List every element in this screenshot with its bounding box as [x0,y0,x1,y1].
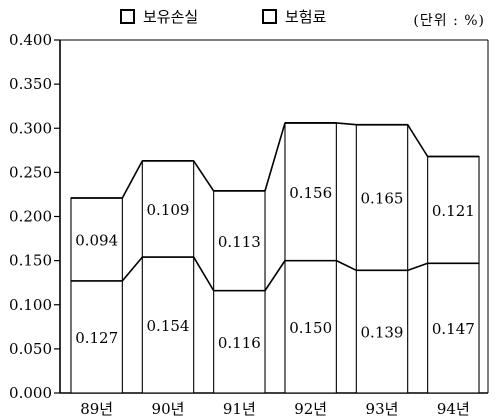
y-tick-label: 0.100 [9,296,52,314]
bar-premium [355,269,409,394]
bar-premium [284,260,337,394]
legend-item-premium: 보험료 [262,6,326,27]
data-label-loss: 0.156 [289,184,332,202]
x-tick-label: 89년 [80,400,113,418]
bar-loss [284,122,337,262]
unit-label: (단위 : %) [413,13,485,29]
y-tick-label: 0.250 [9,163,52,181]
data-label-premium: 0.127 [75,329,118,347]
connector-premium [335,259,357,272]
legend-label-loss: 보유손실 [143,8,199,26]
data-label-loss: 0.109 [147,201,190,219]
data-label-premium: 0.154 [147,317,190,335]
connector-premium [192,256,215,292]
data-label-premium: 0.150 [289,319,332,337]
bar-premium [213,290,266,394]
connector-total [193,160,215,192]
y-tick-label: 0.150 [9,252,52,270]
x-tick-label: 91년 [223,400,256,418]
bar-premium [70,280,123,394]
y-tick-label: 0.050 [9,340,52,358]
bar-loss [70,197,123,282]
y-tick-label: 0.300 [9,119,52,137]
data-label-premium: 0.147 [432,320,475,338]
y-tick-label: 0.200 [9,208,52,226]
bar-loss [427,155,480,264]
data-label-loss: 0.165 [361,190,404,208]
x-tick-label: 94년 [437,400,470,418]
legend-label-premium: 보험료 [285,8,327,26]
connector-total [336,122,357,126]
x-tick-label: 92년 [294,400,327,418]
connector-premium [264,260,286,292]
connector-total [264,122,286,192]
connector-total [121,160,144,199]
bar-loss [213,190,266,292]
connector-premium [121,256,143,282]
data-label-premium: 0.116 [218,334,261,352]
data-label-loss: 0.113 [218,233,261,251]
legend-swatch-loss [120,9,135,24]
data-label-loss: 0.094 [75,231,118,249]
legend: 보유손실 보험료 (단위 : %) [0,4,499,30]
legend-item-loss: 보유손실 [120,6,198,27]
connector-total [407,124,429,157]
connector-premium [407,262,428,272]
y-tick-label: 0.350 [9,75,52,93]
y-tick-label: 0.400 [9,31,52,49]
x-tick-label: 93년 [366,400,399,418]
bar-loss [355,124,409,271]
data-label-premium: 0.139 [361,324,404,342]
data-label-loss: 0.121 [432,202,475,220]
y-tick-label: 0.000 [9,384,52,402]
legend-swatch-premium [262,9,277,24]
x-tick-label: 90년 [152,400,185,418]
